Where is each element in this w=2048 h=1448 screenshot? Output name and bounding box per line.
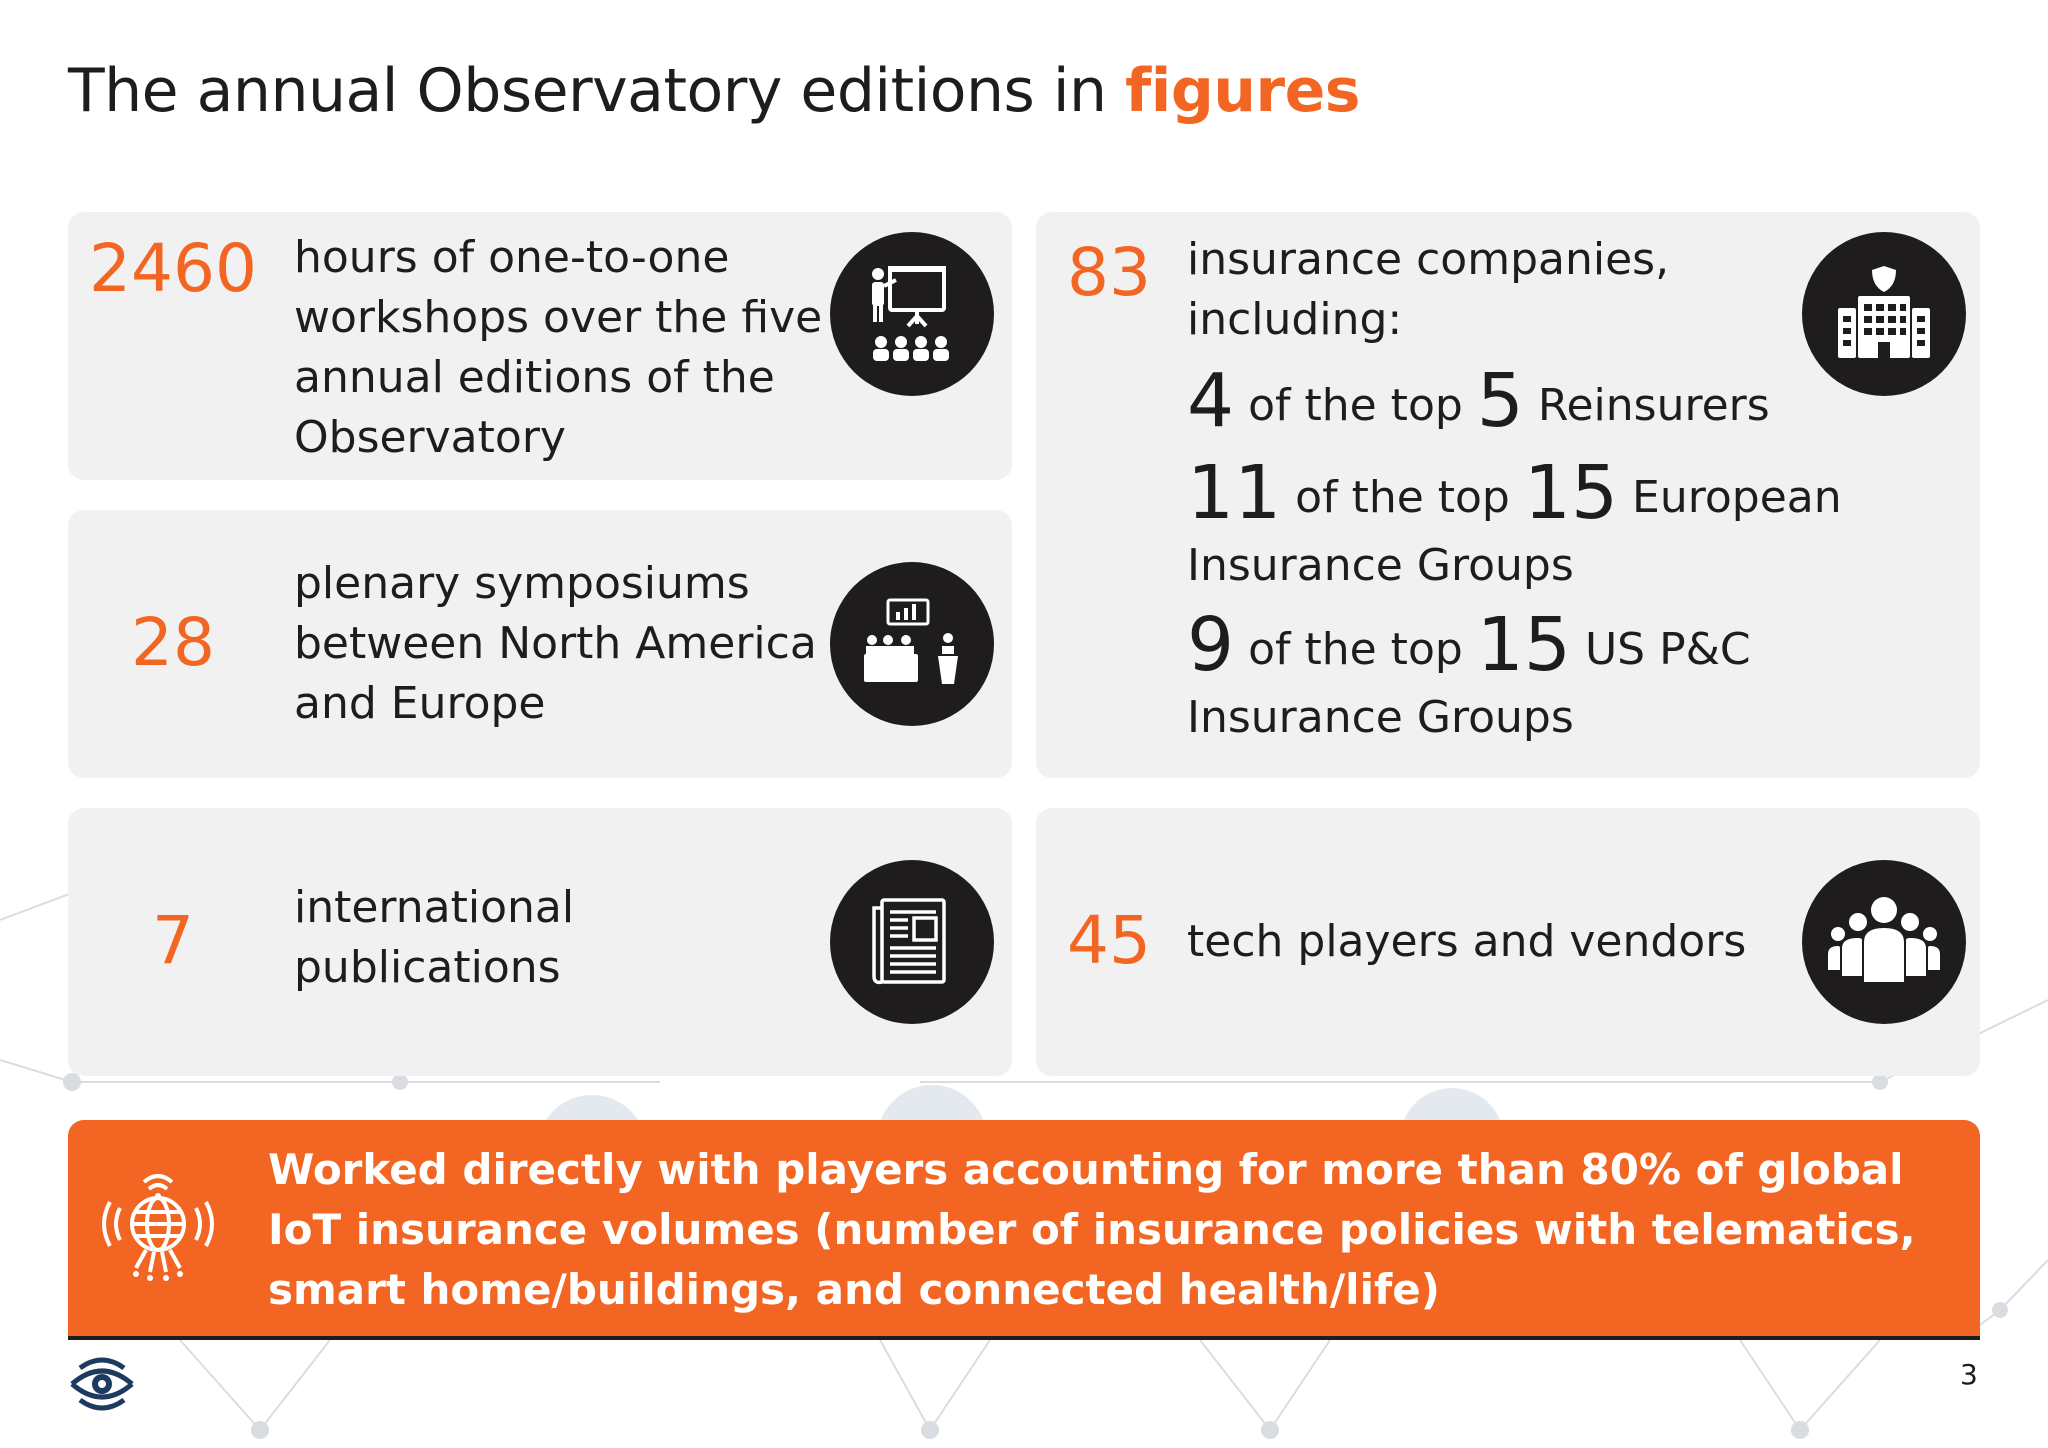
stat-card-workshops: 2460 hours of one-to-one workshops over … bbox=[68, 212, 1012, 480]
stat-card-insurers: 83 insurance companies, including: bbox=[1036, 212, 1980, 778]
breakdown-count: 4 bbox=[1187, 358, 1235, 444]
stat-text: international publications bbox=[294, 882, 575, 993]
stat-number: 28 bbox=[131, 604, 215, 681]
highlight-banner: Worked directly with players accounting … bbox=[68, 1120, 1980, 1340]
breakdown-count: 11 bbox=[1187, 450, 1282, 536]
newspaper-icon bbox=[830, 860, 994, 1024]
insurer-breakdown-us-line2: Insurance Groups bbox=[1187, 692, 1574, 743]
stat-text: plenary symposiums between North America… bbox=[294, 558, 817, 729]
stat-card-symposiums: 28 plenary symposiums between North Amer… bbox=[68, 510, 1012, 778]
breakdown-label: US P&C bbox=[1584, 624, 1751, 675]
insurer-breakdown-european: 11 of the top 15 European bbox=[1187, 456, 1842, 530]
breakdown-label: Reinsurers bbox=[1537, 380, 1770, 431]
stat-text: tech players and vendors bbox=[1187, 916, 1747, 967]
presentation-audience-icon bbox=[830, 232, 994, 396]
stat-card-publications: 7 international publications bbox=[68, 808, 1012, 1076]
insurer-breakdown-us: 9 of the top 15 US P&C bbox=[1187, 608, 1751, 682]
breakdown-total: 15 bbox=[1523, 450, 1619, 536]
stat-number: 2460 bbox=[89, 230, 257, 307]
breakdown-count: 9 bbox=[1187, 602, 1235, 688]
stat-text: insurance companies, including: bbox=[1187, 234, 1670, 345]
stat-number: 45 bbox=[1067, 902, 1151, 979]
breakdown-total: 5 bbox=[1476, 358, 1524, 444]
stat-card-tech-players: 45 tech players and vendors bbox=[1036, 808, 1980, 1076]
title-main: The annual Observatory editions in bbox=[68, 56, 1107, 126]
conference-panel-icon bbox=[830, 562, 994, 726]
title-accent: figures bbox=[1125, 56, 1360, 126]
page-number: 3 bbox=[1960, 1358, 1978, 1391]
breakdown-mid: of the top bbox=[1295, 472, 1510, 523]
stat-number: 7 bbox=[152, 902, 194, 979]
group-people-icon bbox=[1802, 860, 1966, 1024]
iot-globe-icon bbox=[102, 1174, 214, 1281]
breakdown-total: 15 bbox=[1476, 602, 1571, 688]
stat-text: hours of one-to-one workshops over the f… bbox=[294, 232, 823, 463]
insurer-breakdown-european-line2: Insurance Groups bbox=[1187, 540, 1574, 591]
breakdown-mid: of the top bbox=[1248, 380, 1463, 431]
banner-text: Worked directly with players accounting … bbox=[268, 1145, 1916, 1314]
breakdown-label: European bbox=[1632, 472, 1842, 523]
page-title: The annual Observatory editions in figur… bbox=[68, 56, 1360, 126]
observatory-eye-logo bbox=[70, 1357, 134, 1411]
insurance-building-icon bbox=[1802, 232, 1966, 396]
stat-number: 83 bbox=[1067, 234, 1151, 311]
breakdown-mid: of the top bbox=[1248, 624, 1463, 675]
insurer-breakdown-reinsurers: 4 of the top 5 Reinsurers bbox=[1187, 364, 1770, 438]
